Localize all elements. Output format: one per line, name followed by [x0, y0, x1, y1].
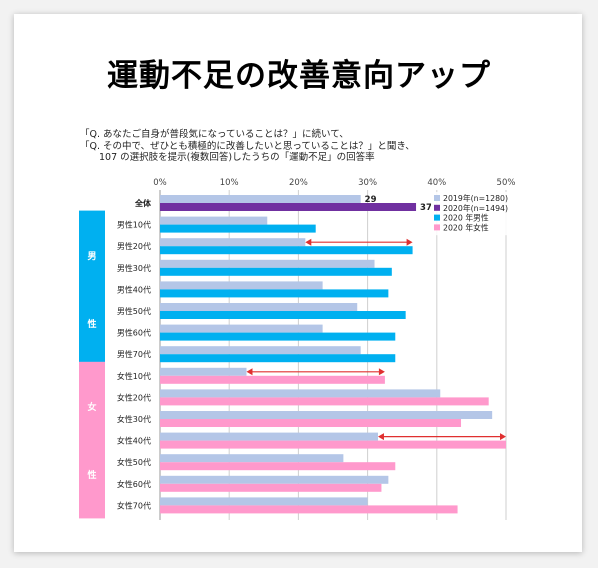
bar-2020 — [160, 397, 489, 406]
x-tick-label: 50% — [497, 178, 516, 188]
bar-2019 — [160, 454, 344, 463]
category-label: 男性70代 — [117, 349, 151, 359]
bar-2019 — [160, 195, 361, 203]
category-label: 女性70代 — [117, 500, 151, 510]
bar-2020 — [160, 246, 413, 255]
category-label: 全体 — [134, 198, 152, 208]
x-tick-label: 40% — [427, 178, 446, 188]
legend-label: 2020年(n=1494) — [443, 203, 508, 213]
bar-2019 — [160, 303, 358, 311]
data-label: 29 — [365, 195, 377, 205]
bar-2020 — [160, 375, 385, 384]
bar-2020 — [160, 505, 458, 514]
category-label: 男性30代 — [117, 263, 151, 273]
arrow-head-right — [500, 433, 506, 441]
group-label: 性 — [87, 469, 96, 481]
bar-2019 — [160, 216, 268, 225]
x-tick-label: 0% — [153, 178, 167, 188]
bar-2020 — [160, 332, 396, 341]
headline: 運動不足の改善意向アップ — [107, 58, 491, 94]
legend-swatch — [434, 195, 440, 201]
legend-label: 2019年(n=1280) — [443, 193, 508, 203]
bar-2020 — [160, 419, 462, 427]
arrow-head-left — [305, 238, 312, 246]
group-band — [79, 210, 105, 368]
x-tick-label: 20% — [289, 178, 308, 188]
bar-2019 — [160, 497, 368, 506]
bar-2019 — [160, 238, 306, 247]
bar-2020 — [160, 267, 392, 276]
group-band — [79, 361, 105, 519]
bar-2019 — [160, 475, 389, 484]
question-line: 107 の選択肢を提示(複数回答)したうちの「運動不足」の回答率 — [80, 152, 375, 163]
legend-box — [431, 192, 508, 236]
data-label: 37 — [420, 203, 432, 213]
category-label: 男性50代 — [117, 306, 151, 316]
bar-2019 — [160, 281, 323, 290]
arrow-head-left — [377, 433, 384, 441]
category-label: 女性10代 — [117, 371, 151, 381]
category-label: 男性60代 — [117, 328, 151, 338]
category-label: 女性50代 — [117, 457, 151, 467]
legend-swatch — [434, 214, 440, 221]
bar-2019 — [160, 389, 441, 398]
bar-2019 — [160, 346, 361, 355]
arrow-head-right — [406, 238, 413, 246]
bar-2020 — [160, 440, 506, 449]
group-label: 女 — [87, 401, 96, 413]
x-tick-label: 10% — [220, 178, 239, 188]
category-label: 男性40代 — [117, 284, 151, 294]
category-label: 男性20代 — [117, 241, 151, 251]
bar-2019 — [160, 367, 247, 376]
legend-swatch — [434, 224, 440, 231]
bar-2020 — [160, 354, 396, 363]
bar-2020 — [160, 462, 396, 471]
category-label: 女性60代 — [117, 479, 151, 489]
bar-2019 — [160, 411, 493, 419]
bar-2020 — [160, 289, 389, 298]
category-label: 女性30代 — [117, 414, 151, 424]
bar-2020 — [160, 203, 417, 211]
category-label: 男性10代 — [117, 220, 151, 230]
bar-2019 — [160, 432, 378, 441]
arrow-head-right — [378, 368, 385, 376]
bar-2019 — [160, 259, 375, 268]
x-tick-label: 30% — [358, 178, 377, 188]
legend-label: 2020 年男性 — [443, 213, 489, 223]
question-text: 「Q. あなたご自身が普段気になっていることは？」に続いて、 「Q. その中で、ぜ… — [80, 129, 415, 164]
bar-2019 — [160, 324, 323, 333]
question-line: 「Q. その中で、ぜひとも積極的に改善したいと思っていることは？」と聞き、 — [80, 140, 415, 152]
question-line: 「Q. あなたご自身が普段気になっていることは？」に続いて、 — [80, 129, 349, 140]
legend-swatch — [434, 204, 440, 211]
group-label: 男 — [87, 251, 96, 262]
group-label: 性 — [87, 318, 96, 330]
bar-2020 — [160, 224, 316, 233]
legend-label: 2020 年女性 — [443, 222, 489, 232]
bar-2020 — [160, 483, 382, 492]
arrow-head-left — [246, 368, 253, 376]
category-label: 女性20代 — [117, 392, 151, 402]
category-label: 女性40代 — [117, 436, 151, 446]
bar-2020 — [160, 311, 406, 319]
